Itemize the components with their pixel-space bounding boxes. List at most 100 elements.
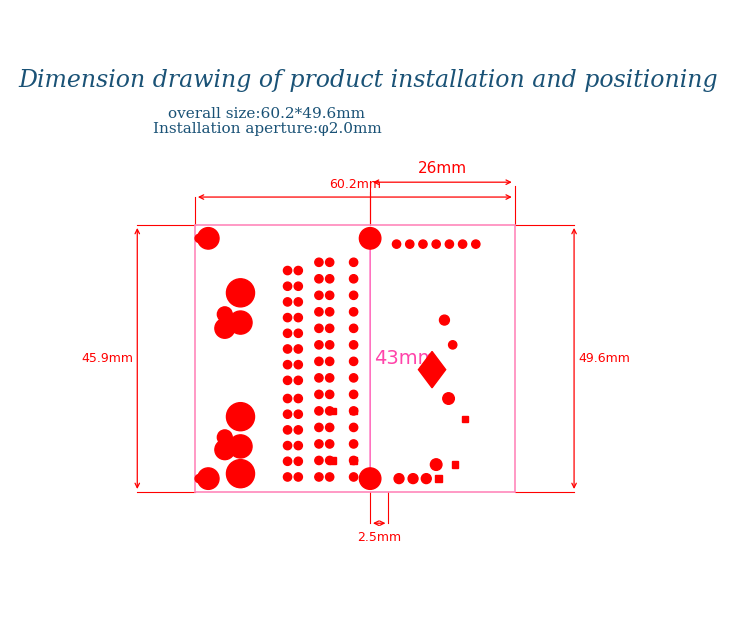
Circle shape bbox=[439, 315, 450, 325]
Circle shape bbox=[449, 341, 457, 349]
Bar bbox=[350, 407, 357, 414]
Circle shape bbox=[315, 374, 323, 382]
Circle shape bbox=[294, 298, 302, 306]
Circle shape bbox=[215, 318, 234, 338]
Circle shape bbox=[315, 357, 323, 366]
Circle shape bbox=[349, 473, 357, 481]
Circle shape bbox=[294, 266, 302, 275]
Circle shape bbox=[284, 298, 292, 306]
Circle shape bbox=[315, 407, 323, 415]
Circle shape bbox=[349, 341, 357, 349]
Circle shape bbox=[422, 474, 431, 483]
Circle shape bbox=[326, 308, 334, 316]
Circle shape bbox=[226, 460, 254, 488]
Bar bbox=[452, 462, 458, 468]
Circle shape bbox=[217, 430, 232, 445]
Circle shape bbox=[294, 313, 302, 322]
Text: 43mm: 43mm bbox=[374, 349, 437, 368]
Circle shape bbox=[294, 442, 302, 450]
Circle shape bbox=[284, 313, 292, 322]
Circle shape bbox=[294, 426, 302, 434]
Text: Dimension drawing of product installation and positioning: Dimension drawing of product installatio… bbox=[18, 69, 719, 92]
Circle shape bbox=[315, 275, 323, 283]
Circle shape bbox=[360, 228, 381, 249]
Circle shape bbox=[284, 410, 292, 419]
Circle shape bbox=[284, 376, 292, 384]
Circle shape bbox=[198, 228, 219, 249]
Circle shape bbox=[195, 234, 203, 243]
Circle shape bbox=[198, 468, 219, 490]
Circle shape bbox=[315, 258, 323, 266]
Circle shape bbox=[472, 240, 480, 248]
Circle shape bbox=[326, 457, 334, 465]
Circle shape bbox=[294, 329, 302, 337]
Bar bbox=[436, 475, 442, 482]
Circle shape bbox=[294, 457, 302, 465]
Circle shape bbox=[284, 442, 292, 450]
Circle shape bbox=[315, 457, 323, 465]
Circle shape bbox=[349, 424, 357, 432]
Text: Installation aperture:φ2.0mm: Installation aperture:φ2.0mm bbox=[153, 121, 381, 136]
Circle shape bbox=[349, 407, 357, 415]
Circle shape bbox=[349, 457, 357, 465]
Text: 45.9mm: 45.9mm bbox=[81, 352, 133, 365]
Circle shape bbox=[349, 258, 357, 266]
Circle shape bbox=[284, 457, 292, 465]
Circle shape bbox=[315, 341, 323, 349]
Circle shape bbox=[408, 474, 418, 483]
Circle shape bbox=[326, 357, 334, 366]
Bar bbox=[329, 407, 336, 414]
Circle shape bbox=[349, 324, 357, 333]
Circle shape bbox=[326, 291, 334, 299]
Circle shape bbox=[294, 410, 302, 419]
Circle shape bbox=[349, 390, 357, 399]
Text: 60.2mm: 60.2mm bbox=[329, 179, 381, 192]
Circle shape bbox=[315, 308, 323, 316]
Bar bbox=[195, 225, 514, 492]
Circle shape bbox=[315, 440, 323, 448]
Circle shape bbox=[226, 402, 254, 430]
Circle shape bbox=[215, 440, 234, 460]
Circle shape bbox=[294, 345, 302, 353]
Circle shape bbox=[226, 279, 254, 307]
Circle shape bbox=[326, 440, 334, 448]
Circle shape bbox=[326, 341, 334, 349]
Circle shape bbox=[284, 361, 292, 369]
Circle shape bbox=[326, 258, 334, 266]
Circle shape bbox=[432, 240, 440, 248]
Circle shape bbox=[326, 324, 334, 333]
Text: 26mm: 26mm bbox=[418, 161, 467, 177]
Circle shape bbox=[284, 426, 292, 434]
Text: overall size:60.2*49.6mm: overall size:60.2*49.6mm bbox=[169, 106, 366, 121]
Circle shape bbox=[349, 275, 357, 283]
Circle shape bbox=[326, 424, 334, 432]
Circle shape bbox=[284, 282, 292, 290]
Circle shape bbox=[405, 240, 414, 248]
Polygon shape bbox=[419, 351, 446, 388]
Circle shape bbox=[294, 282, 302, 290]
Circle shape bbox=[229, 311, 252, 334]
Circle shape bbox=[284, 266, 292, 275]
Circle shape bbox=[349, 357, 357, 366]
Circle shape bbox=[349, 440, 357, 448]
Circle shape bbox=[217, 307, 232, 322]
Circle shape bbox=[326, 374, 334, 382]
Circle shape bbox=[443, 392, 454, 404]
Circle shape bbox=[326, 275, 334, 283]
Bar bbox=[350, 457, 357, 464]
Circle shape bbox=[294, 376, 302, 384]
Circle shape bbox=[315, 424, 323, 432]
Bar bbox=[462, 416, 469, 422]
Circle shape bbox=[458, 240, 467, 248]
Circle shape bbox=[419, 240, 427, 248]
Circle shape bbox=[349, 291, 357, 299]
Bar bbox=[329, 457, 336, 464]
Circle shape bbox=[326, 407, 334, 415]
Circle shape bbox=[326, 473, 334, 481]
Circle shape bbox=[360, 468, 381, 490]
Circle shape bbox=[315, 473, 323, 481]
Circle shape bbox=[294, 361, 302, 369]
Circle shape bbox=[284, 329, 292, 337]
Circle shape bbox=[294, 473, 302, 481]
Circle shape bbox=[284, 345, 292, 353]
